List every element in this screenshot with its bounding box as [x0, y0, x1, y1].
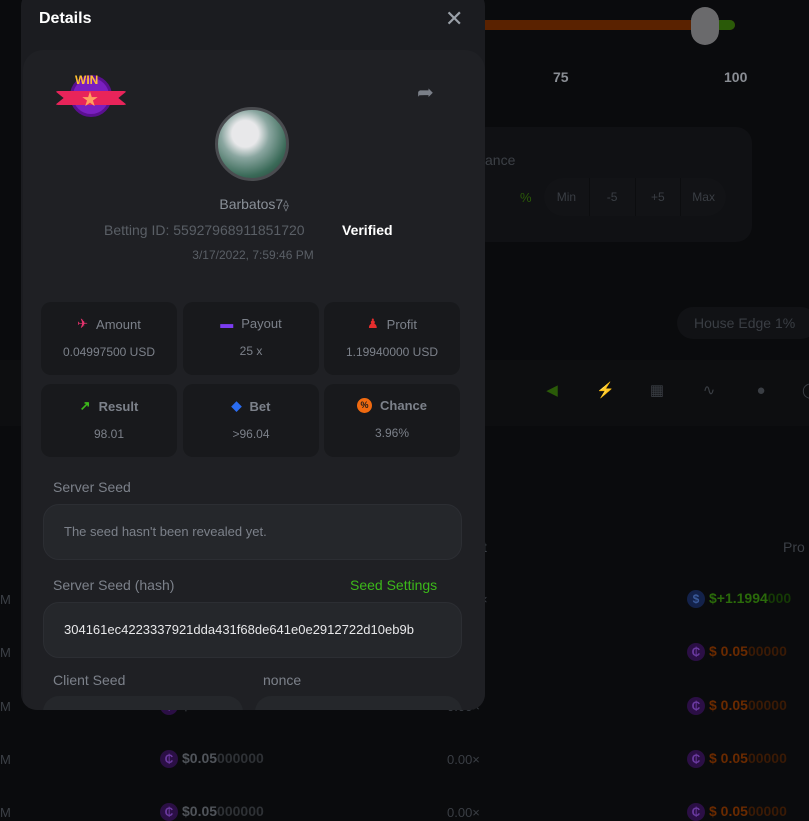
coin-icon: ₵: [687, 803, 705, 821]
speaker-icon[interactable]: ◀: [546, 382, 558, 399]
stat-result: ↗ Result 98.01: [41, 384, 177, 457]
stat-label: Amount: [96, 316, 141, 332]
win-badge-text: WIN: [75, 73, 99, 87]
row-profit: $ 0.05: [709, 643, 748, 659]
acorn-icon[interactable]: ●: [756, 382, 766, 399]
row-amount: $0.05: [182, 803, 218, 819]
coin-icon: ₵: [687, 697, 705, 716]
row-time: M: [0, 592, 11, 607]
stat-label: Bet: [249, 398, 271, 414]
stat-value: 0.04997500 USD: [62, 345, 156, 359]
slider-win-range: [715, 20, 735, 30]
win-badge-icon: ★ WIN: [55, 73, 127, 121]
plus-5-button[interactable]: +5: [634, 178, 681, 216]
keyboard-icon[interactable]: ▦: [649, 382, 665, 399]
row-profit-dim: 00000: [747, 643, 787, 659]
table-header-profit: Pro: [783, 539, 805, 555]
modal-title: Details: [39, 10, 92, 27]
bet-details-card: ★ WIN ➦ Barbatos7⟠ Betting ID: 559279689…: [23, 50, 485, 710]
profit-hand-icon: ♟: [367, 316, 379, 331]
house-edge-badge: House Edge 1%: [677, 307, 809, 339]
slider-label-75: 75: [553, 69, 569, 85]
server-seed-label: Server Seed: [53, 479, 131, 495]
nonce-field[interactable]: [255, 696, 462, 710]
stat-bet: ◆ Bet >96.04: [183, 384, 319, 457]
chance-label: ance: [485, 152, 516, 168]
client-seed-field[interactable]: [43, 696, 243, 710]
stat-amount: ✈ Amount 0.04997500 USD: [41, 302, 177, 375]
verified-badge: Verified: [342, 222, 393, 238]
coin-icon: ₵: [687, 643, 705, 662]
stat-payout: ▬ Payout 25 x: [183, 302, 319, 375]
usdc-coin-icon: $: [687, 590, 705, 609]
nonce-label: nonce: [263, 672, 302, 688]
stat-value: 1.19940000 USD: [345, 345, 439, 359]
more-icon[interactable]: ◯: [802, 383, 809, 399]
percent-label: %: [520, 190, 532, 205]
stat-value: >96.04: [232, 427, 270, 441]
coin-icon: ₵: [160, 750, 178, 769]
avatar: [215, 107, 289, 181]
stat-label: Result: [98, 398, 139, 414]
chance-buttons: Min -5 +5 Max: [544, 178, 726, 216]
amount-icon: ✈: [77, 316, 89, 331]
row-profit-dim: 00000: [747, 697, 787, 713]
share-icon[interactable]: ➦: [417, 82, 434, 104]
minus-5-button[interactable]: -5: [588, 178, 635, 216]
percent-icon: %: [357, 398, 373, 413]
row-profit-dim: 00000: [747, 750, 787, 766]
lightning-icon[interactable]: ⚡: [596, 382, 615, 399]
server-hash-label: Server Seed (hash): [53, 577, 175, 593]
slider-label-100: 100: [724, 69, 748, 85]
row-profit-dim: 000: [767, 590, 792, 606]
stat-label: Chance: [380, 398, 427, 413]
row-amount-dim: 000000: [217, 750, 264, 766]
betting-id: Betting ID: 55927968911851720: [104, 222, 305, 238]
stat-label: Payout: [241, 316, 282, 331]
row-multiplier: 0.00×: [447, 805, 480, 820]
server-hash-field[interactable]: 304161ec4223337921dda431f68de641e0e29127…: [43, 602, 462, 658]
stat-value: 98.01: [93, 427, 125, 441]
stat-profit: ♟ Profit 1.19940000 USD: [324, 302, 460, 375]
eth-icon: ⟠: [283, 200, 289, 212]
row-amount: $0.05: [182, 750, 218, 766]
details-modal: Details ✕ ★ WIN ➦ Barbatos7⟠ Betting ID:…: [21, 0, 485, 710]
bet-tag-icon: ◆: [231, 398, 242, 413]
timestamp: 3/17/2022, 7:59:46 PM: [192, 248, 314, 262]
username: Barbatos7⟠: [23, 196, 485, 212]
row-profit: $ 0.05: [709, 803, 748, 819]
stat-value: 25 x: [239, 344, 263, 358]
seed-settings-link[interactable]: Seed Settings: [350, 577, 438, 593]
username-text: Barbatos7: [219, 196, 284, 212]
client-seed-label: Client Seed: [53, 672, 126, 688]
row-time: M: [0, 645, 11, 660]
server-seed-field[interactable]: The seed hasn't been revealed yet.: [43, 504, 462, 560]
result-chart-icon: ↗: [79, 398, 91, 413]
row-time: M: [0, 752, 11, 767]
close-icon[interactable]: ✕: [445, 6, 464, 31]
coin-icon: ₵: [687, 750, 705, 769]
row-profit-dim: 00000: [747, 803, 787, 819]
card-icon: ▬: [220, 316, 234, 331]
min-button[interactable]: Min: [556, 190, 577, 204]
row-profit: $ 0.05: [709, 697, 748, 713]
stat-label: Profit: [386, 316, 417, 332]
coin-icon: ₵: [160, 803, 178, 821]
row-profit: $ 0.05: [709, 750, 748, 766]
chart-curve-icon[interactable]: ∿: [702, 382, 716, 399]
row-amount-dim: 000000: [217, 803, 264, 819]
row-multiplier: 0.00×: [447, 752, 480, 767]
slider-track[interactable]: [470, 20, 735, 30]
slider-thumb[interactable]: [691, 7, 719, 45]
max-button[interactable]: Max: [680, 178, 726, 216]
stat-chance: % Chance 3.96%: [324, 384, 460, 457]
row-time: M: [0, 805, 11, 820]
row-time: M: [0, 699, 11, 714]
row-profit: $+1.1994: [709, 590, 768, 606]
stat-value: 3.96%: [374, 426, 410, 440]
